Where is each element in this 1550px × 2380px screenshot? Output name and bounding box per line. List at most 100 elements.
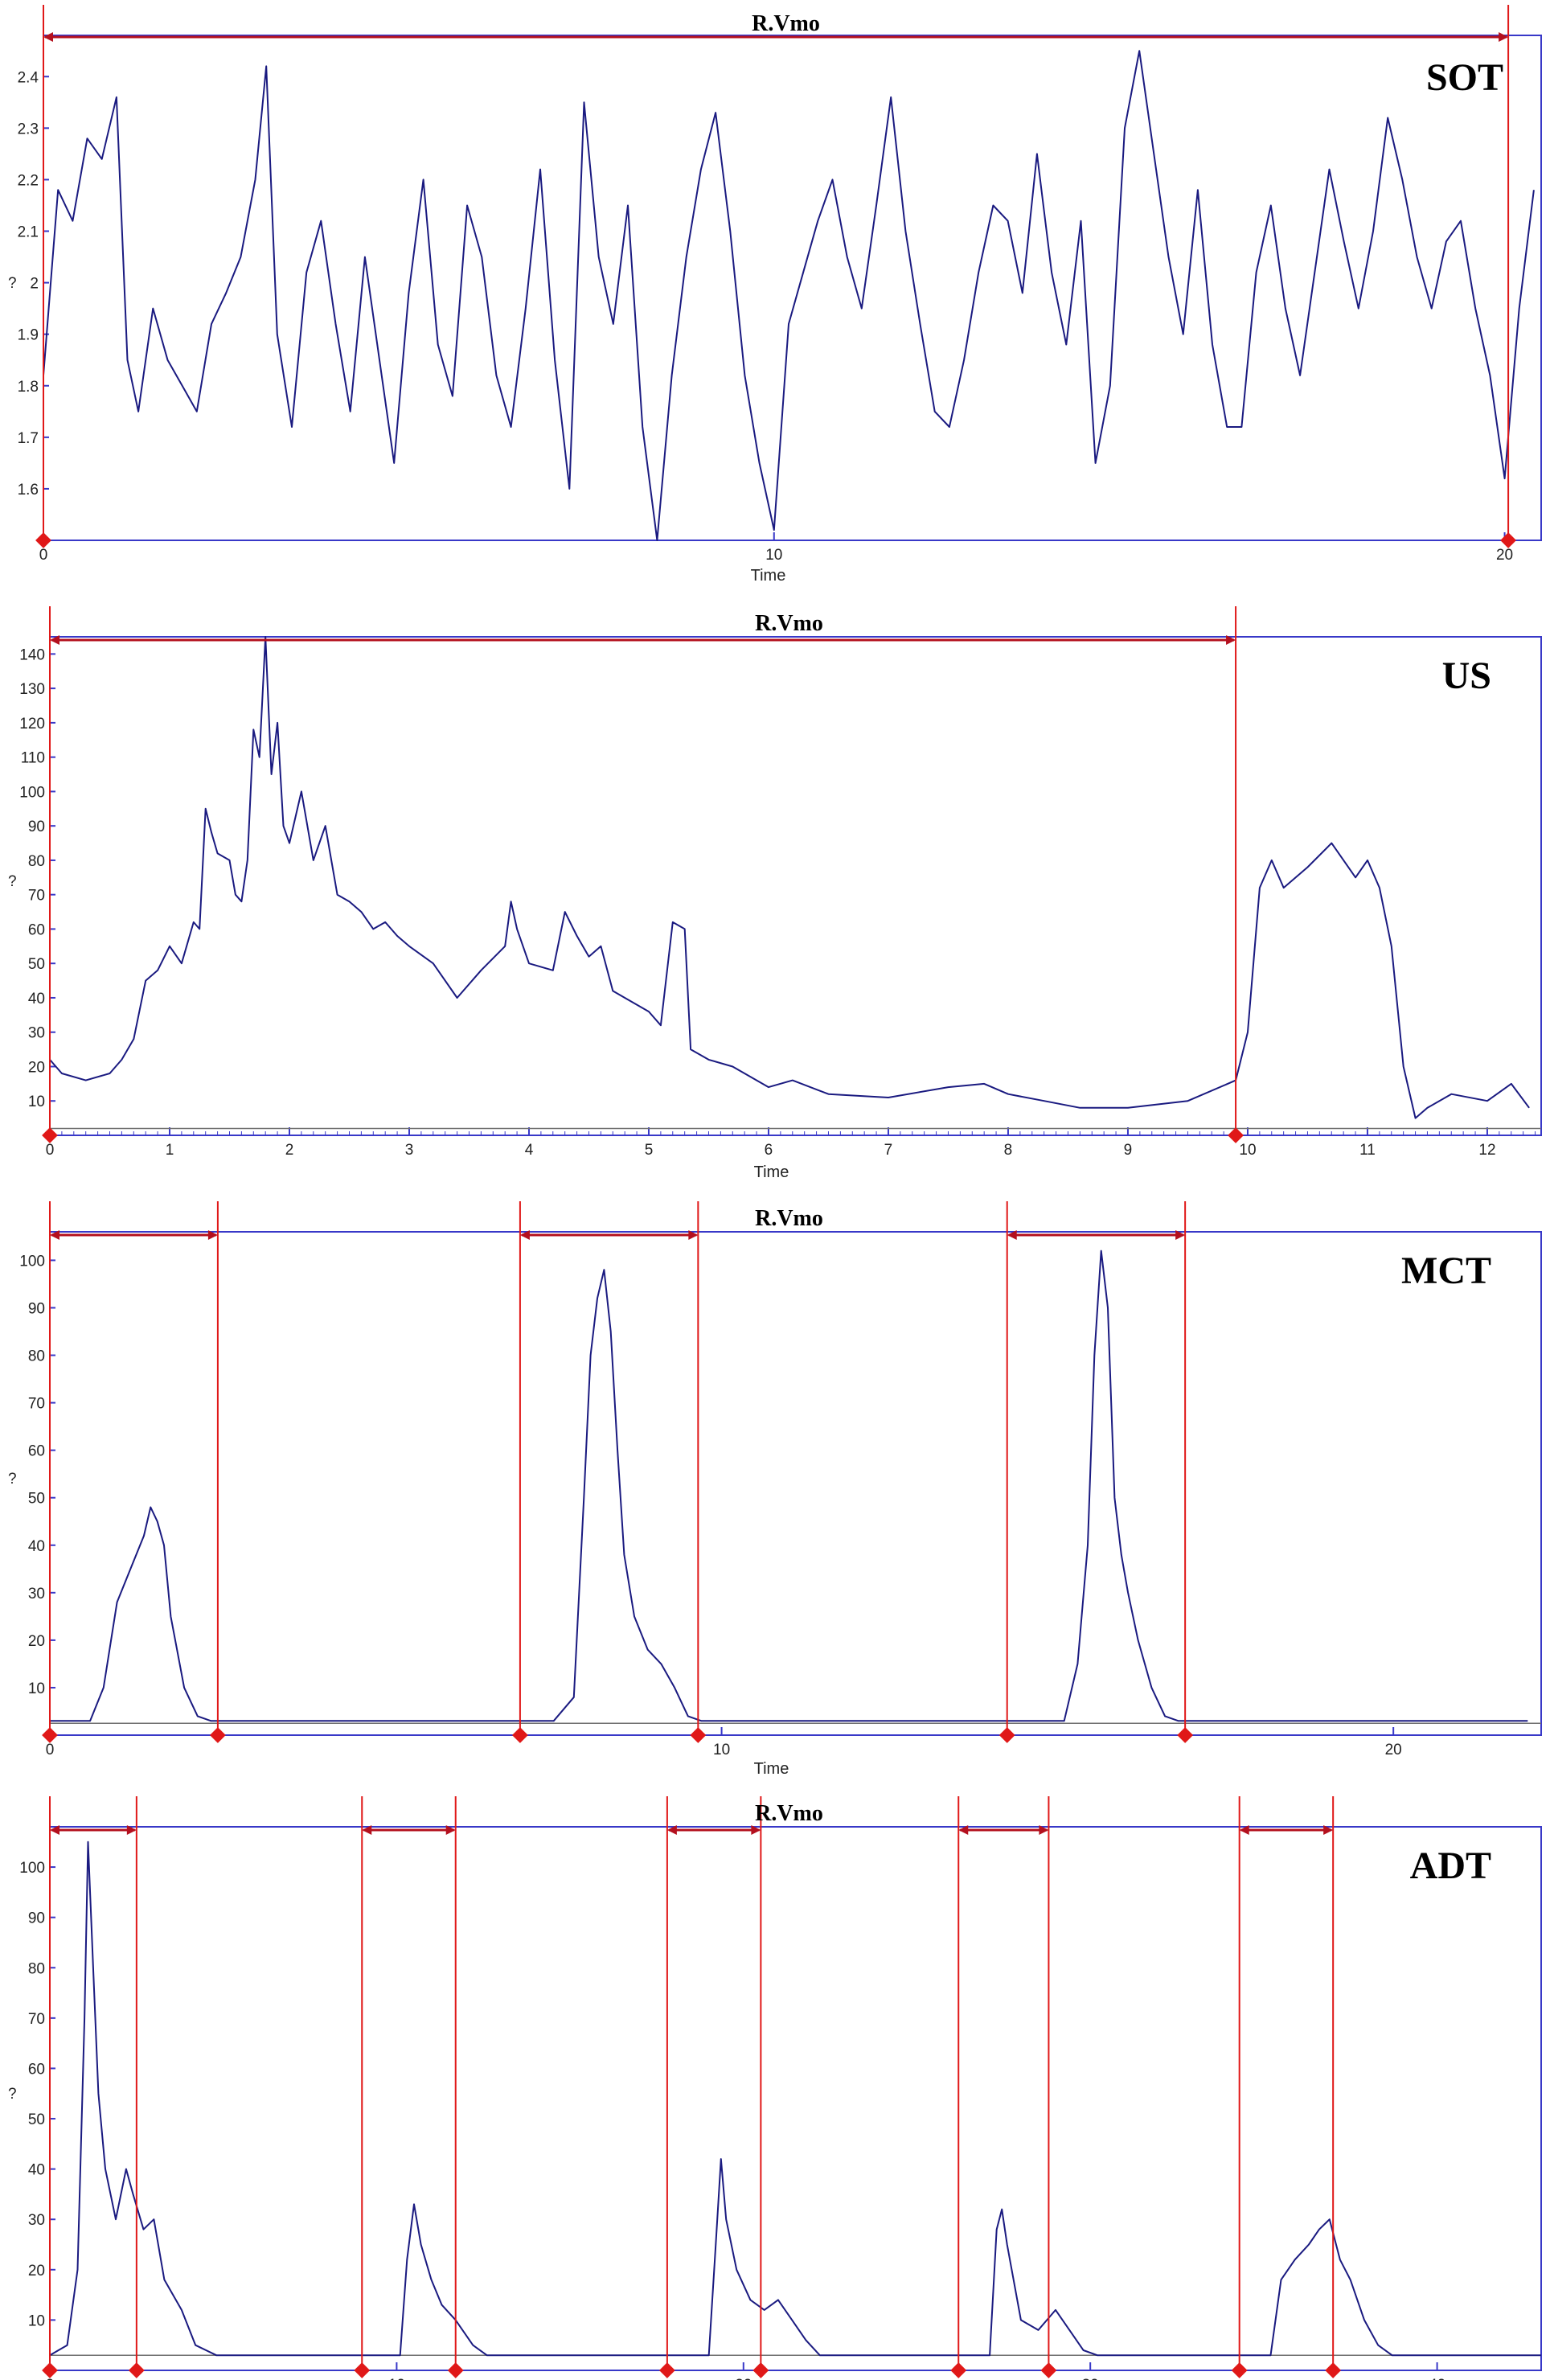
y-tick-label: 120 — [19, 716, 45, 732]
y-tick-label: 1.8 — [18, 379, 39, 396]
x-tick-label: 6 — [765, 1142, 773, 1159]
segment-arrowhead-right — [1175, 1230, 1186, 1240]
x-tick-label: 1 — [166, 1142, 174, 1159]
y-tick-label: 30 — [28, 1025, 45, 1042]
y-tick-label: 100 — [19, 784, 45, 801]
x-axis-title: Time — [751, 567, 786, 585]
marker-diamond[interactable] — [1040, 2362, 1057, 2378]
x-tick-label: 9 — [1124, 1142, 1133, 1159]
y-tick-label: 60 — [28, 1443, 45, 1460]
y-tick-label: 40 — [28, 2162, 45, 2179]
marker-diamond[interactable] — [42, 2362, 58, 2378]
marker-diamond[interactable] — [128, 2362, 145, 2378]
marker-diamond[interactable] — [1325, 2362, 1342, 2378]
y-tick-label: 2.3 — [18, 121, 39, 137]
segment-arrowhead-right — [1039, 1825, 1049, 1835]
segment-arrowhead-left — [958, 1825, 969, 1835]
x-tick-label: 7 — [884, 1142, 893, 1159]
marker-diamond[interactable] — [658, 2362, 675, 2378]
segment-arrowhead-right — [445, 1825, 456, 1835]
segment-label: R.Vmo — [755, 611, 823, 636]
marker-diamond[interactable] — [1177, 1727, 1194, 1743]
marker-diamond[interactable] — [690, 1727, 707, 1743]
y-tick-label: 70 — [28, 1396, 45, 1413]
y-tick-label: 90 — [28, 1300, 45, 1317]
segment-arrowhead-left — [1007, 1230, 1017, 1240]
y-tick-label: 90 — [28, 819, 45, 835]
segment-arrowhead-left — [519, 1230, 530, 1240]
y-tick-label: 100 — [19, 1253, 45, 1270]
marker-diamond[interactable] — [354, 2362, 371, 2378]
marker-diamond[interactable] — [447, 2362, 464, 2378]
marker-diamond[interactable] — [42, 1127, 58, 1143]
x-tick-label: 40 — [1429, 2377, 1445, 2380]
y-tick-label: 40 — [28, 991, 45, 1007]
y-tick-label: 20 — [28, 1633, 45, 1650]
x-axis-title: Time — [754, 1760, 789, 1778]
plot-frame — [49, 636, 1542, 1136]
chart-panel-mct: 10 20 30 40 50 60 70 80 90 100 0 10 20 Time? R.Vmo MCT — [8, 1201, 1542, 1778]
segment-arrowhead-right — [126, 1825, 137, 1835]
y-tick-label: 1.9 — [18, 327, 39, 344]
plot-frame — [49, 1231, 1542, 1736]
marker-diamond[interactable] — [1231, 2362, 1248, 2378]
x-tick-label: 12 — [1478, 1142, 1495, 1159]
y-tick-label: 2.1 — [18, 224, 39, 241]
segment-label: R.Vmo — [755, 1206, 823, 1231]
segment-arrowhead-right — [207, 1230, 218, 1240]
x-tick-label: 20 — [1496, 547, 1513, 564]
marker-diamond[interactable] — [752, 2362, 769, 2378]
marker-diamond[interactable] — [950, 2362, 967, 2378]
x-tick-label: 3 — [405, 1142, 414, 1159]
x-tick-label: 20 — [735, 2377, 752, 2380]
y-tick-label: 80 — [28, 1348, 45, 1365]
x-tick-label: 10 — [1239, 1142, 1256, 1159]
segment-arrowhead-right — [1323, 1825, 1334, 1835]
marker-diamond[interactable] — [42, 1727, 58, 1743]
plot-frame — [43, 35, 1542, 541]
segment-label: R.Vmo — [752, 11, 820, 36]
x-tick-label: 2 — [285, 1142, 294, 1159]
panel-label: SOT — [1426, 56, 1503, 99]
y-tick-label: 30 — [28, 1586, 45, 1602]
x-tick-label: 10 — [765, 547, 782, 564]
y-tick-label: 60 — [28, 921, 45, 938]
y-tick-label: 10 — [28, 1094, 45, 1110]
chart-panel-sot: 1.6 1.7 1.8 1.9 2 2.1 2.2 2.3 2.4 0 10 20 Time? R.Vmo… — [8, 5, 1542, 585]
y-tick-label: 110 — [21, 750, 45, 767]
chart-panel-adt: 102030405060708090100010203040Time?R.Vmo… — [8, 1796, 1542, 2380]
plot-frame — [49, 1826, 1542, 2371]
y-axis-title: ? — [8, 2086, 17, 2103]
panel-label: US — [1442, 654, 1491, 697]
y-tick-label: 50 — [28, 1491, 45, 1508]
segment-arrowhead-right — [751, 1825, 761, 1835]
y-tick-label: 80 — [28, 1960, 45, 1977]
y-axis-title: ? — [8, 1471, 17, 1488]
y-tick-label: 30 — [28, 2212, 45, 2229]
y-tick-label: 10 — [28, 1680, 45, 1697]
marker-diamond[interactable] — [512, 1727, 528, 1743]
panel-label: ADT — [1410, 1844, 1491, 1887]
marker-diamond[interactable] — [998, 1727, 1015, 1743]
x-tick-label: 0 — [46, 1742, 55, 1758]
segment-arrowhead-right — [1499, 32, 1509, 42]
x-tick-label: 30 — [1082, 2377, 1099, 2380]
marker-diamond[interactable] — [1228, 1127, 1244, 1143]
series-line-0 — [50, 1250, 1528, 1722]
segment-arrowhead-left — [666, 1825, 677, 1835]
y-tick-label: 1.6 — [18, 482, 39, 499]
segment-arrowhead-left — [362, 1825, 372, 1835]
series-line-0 — [43, 50, 1535, 541]
y-tick-label: 80 — [28, 853, 45, 870]
marker-diamond[interactable] — [1500, 532, 1517, 548]
segment-arrowhead-right — [688, 1230, 699, 1240]
y-tick-label: 70 — [28, 888, 45, 905]
x-tick-label: 10 — [388, 2377, 405, 2380]
x-tick-label: 11 — [1359, 1142, 1376, 1159]
segment-arrowhead-right — [1226, 635, 1236, 645]
marker-diamond[interactable] — [209, 1727, 226, 1743]
x-tick-label: 0 — [39, 547, 48, 564]
